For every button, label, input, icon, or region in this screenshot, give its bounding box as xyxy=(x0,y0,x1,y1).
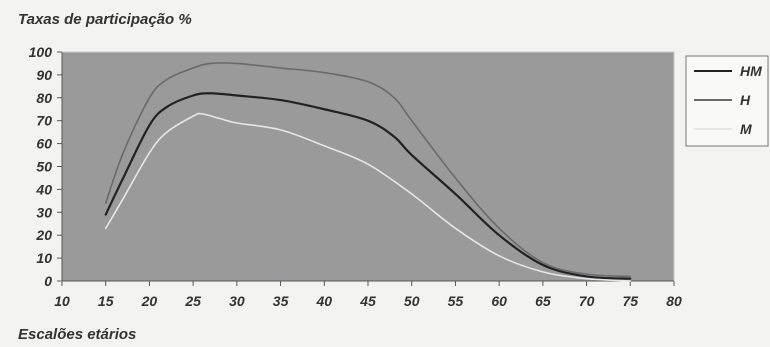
x-tick-label: 10 xyxy=(54,293,70,309)
legend-label-hm: HM xyxy=(740,63,762,79)
x-tick-label: 45 xyxy=(359,293,376,309)
legend-label-m: M xyxy=(740,121,752,137)
x-tick-label: 40 xyxy=(315,293,332,309)
y-axis-ticks: 0 10 20 30 40 50 60 70 80 90 100 xyxy=(29,44,62,289)
series-line-m xyxy=(104,112,632,282)
x-tick-label: 35 xyxy=(273,293,289,309)
series-layer xyxy=(104,62,632,282)
x-axis-label: Escalões etários xyxy=(18,326,136,342)
chart-title: Taxas de participação % xyxy=(18,11,192,28)
y-tick-label: 40 xyxy=(35,181,52,197)
y-tick-label: 70 xyxy=(36,113,52,129)
legend: HM HM xyxy=(694,63,762,137)
y-tick-label: 60 xyxy=(36,136,52,152)
y-tick-label: 20 xyxy=(35,227,52,243)
y-tick-label: 100 xyxy=(29,44,53,60)
x-tick-label: 20 xyxy=(141,293,158,309)
x-tick-label: 50 xyxy=(404,293,420,309)
x-tick-label: 75 xyxy=(622,293,638,309)
y-tick-label: 30 xyxy=(36,204,52,220)
x-tick-label: 55 xyxy=(448,293,464,309)
y-tick-label: 90 xyxy=(36,67,52,83)
x-tick-label: 65 xyxy=(535,293,551,309)
x-tick-label: 30 xyxy=(229,293,245,309)
x-tick-label: 60 xyxy=(491,293,507,309)
series-line-h xyxy=(104,62,632,278)
x-tick-label: 70 xyxy=(579,293,595,309)
plot-area xyxy=(61,51,675,282)
x-axis-ticks: 10 15 20 25 30 35 40 45 50 55 60 65 70 75 80 xyxy=(54,281,682,309)
y-tick-label: 10 xyxy=(36,250,52,266)
series-line-hm xyxy=(104,92,632,280)
x-tick-label: 25 xyxy=(184,293,201,309)
legend-label-h: H xyxy=(740,92,751,108)
x-tick-label: 80 xyxy=(666,293,682,309)
x-tick-label: 15 xyxy=(98,293,114,309)
y-tick-label: 0 xyxy=(44,273,52,289)
y-tick-label: 80 xyxy=(36,90,52,106)
y-tick-label: 50 xyxy=(36,159,52,175)
